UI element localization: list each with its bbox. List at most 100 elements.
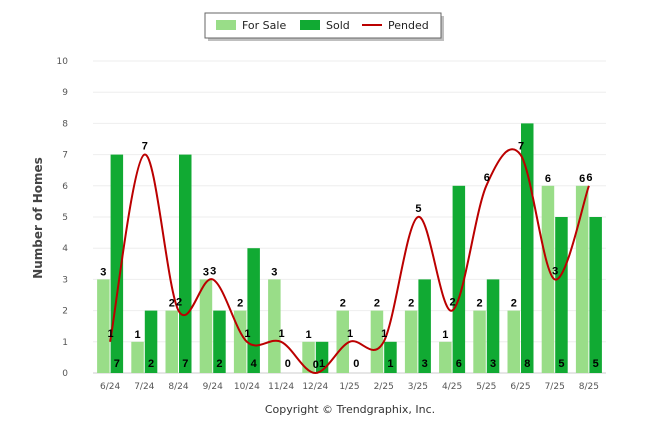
label-for-sale: 2 — [237, 298, 243, 310]
legend-box — [204, 12, 442, 39]
bar-for-sale — [268, 279, 281, 373]
label-sold: 8 — [524, 358, 530, 370]
label-for-sale: 2 — [408, 298, 414, 310]
x-tick-label: 8/25 — [579, 382, 599, 392]
bar-sold — [555, 217, 568, 373]
bar-for-sale — [233, 310, 247, 373]
bar-sold — [247, 248, 260, 373]
label-pended: 3 — [552, 265, 558, 277]
y-tick-label: 3 — [62, 275, 68, 285]
y-tick-label: 5 — [62, 213, 68, 223]
x-tick-label: 3/25 — [408, 382, 428, 392]
label-pended: 0 — [313, 359, 319, 371]
bar-for-sale — [165, 310, 178, 373]
x-tick-label: 7/24 — [134, 382, 154, 392]
label-for-sale: 3 — [203, 266, 209, 278]
label-pended: 7 — [142, 141, 148, 153]
bar-for-sale — [473, 310, 486, 373]
label-pended: 6 — [586, 172, 592, 184]
x-tick-label: 4/25 — [442, 382, 462, 392]
x-tick-label: 11/24 — [268, 382, 294, 392]
y-tick-label: 7 — [62, 151, 68, 161]
label-sold: 2 — [148, 358, 154, 370]
y-tick-label: 10 — [57, 57, 69, 67]
x-tick-label: 6/24 — [100, 382, 120, 392]
label-pended: 3 — [210, 265, 216, 277]
legend-swatch-sold — [300, 20, 320, 30]
label-for-sale: 2 — [374, 298, 380, 310]
bar-sold — [589, 217, 602, 373]
label-pended: 2 — [450, 297, 456, 309]
bar-for-sale — [97, 279, 110, 373]
bar-for-sale — [199, 279, 213, 373]
label-for-sale: 2 — [340, 298, 346, 310]
bar-for-sale — [541, 185, 555, 373]
label-for-sale: 1 — [134, 329, 140, 341]
label-sold: 0 — [285, 358, 291, 370]
bar-sold — [315, 341, 329, 373]
bar-for-sale — [302, 341, 315, 373]
label-sold: 6 — [456, 358, 462, 370]
legend: For Sale Sold Pended — [204, 12, 444, 41]
bar-sold — [418, 279, 431, 373]
label-sold: 5 — [558, 358, 564, 370]
label-pended: 1 — [347, 328, 353, 340]
x-tick-label: 7/25 — [545, 382, 565, 392]
y-tick-label: 9 — [62, 88, 68, 98]
bar-for-sale — [370, 310, 384, 373]
x-tick-label: 5/25 — [476, 382, 496, 392]
y-tick-label: 6 — [62, 182, 68, 192]
x-axis: 6/24 7/24 8/24 9/24 10/24 11/24 12/24 1/25 2/25 3… — [100, 382, 599, 392]
label-for-sale: 6 — [579, 173, 585, 185]
bar-for-sale — [507, 310, 520, 373]
x-tick-label: 1/25 — [339, 382, 359, 392]
legend-for-sale: For Sale — [242, 19, 286, 32]
bar-for-sale — [439, 341, 452, 373]
label-pended: 6 — [484, 172, 490, 184]
bar-sold — [384, 341, 397, 373]
label-sold: 5 — [593, 358, 599, 370]
label-sold: 1 — [319, 358, 325, 370]
bar-for-sale — [404, 310, 418, 373]
label-for-sale: 1 — [442, 329, 448, 341]
y-axis-label: Number of Homes — [31, 157, 45, 279]
legend-swatch-for-sale — [216, 20, 236, 30]
x-tick-label: 2/25 — [374, 382, 394, 392]
bar-for-sale — [575, 185, 589, 373]
label-sold: 2 — [216, 358, 222, 370]
bar-for-sale — [131, 341, 144, 373]
label-sold: 4 — [251, 358, 258, 370]
label-sold: 7 — [182, 358, 188, 370]
y-tick-label: 4 — [62, 244, 68, 254]
bar-sold — [179, 154, 192, 373]
y-axis: 0 1 2 3 4 5 6 7 8 9 10 — [57, 57, 69, 379]
copyright: Copyright © Trendgraphix, Inc. — [265, 403, 435, 416]
legend-sold: Sold — [326, 19, 350, 32]
label-pended: 1 — [279, 328, 285, 340]
label-sold: 3 — [490, 358, 496, 370]
label-pended: 5 — [415, 203, 421, 215]
y-tick-label: 0 — [62, 369, 68, 379]
y-tick-label: 1 — [62, 338, 68, 348]
x-tick-label: 6/25 — [510, 382, 530, 392]
label-sold: 7 — [114, 358, 120, 370]
x-tick-label: 8/24 — [168, 382, 188, 392]
label-for-sale: 2 — [476, 298, 482, 310]
pended-line — [109, 148, 590, 375]
x-tick-label: 12/24 — [302, 382, 328, 392]
pended-series-line — [109, 148, 590, 375]
bar-sold — [213, 310, 226, 373]
y-tick-label: 2 — [62, 307, 68, 317]
x-tick-label: 9/24 — [203, 382, 223, 392]
label-pended: 7 — [518, 141, 524, 153]
label-for-sale: 3 — [100, 266, 106, 278]
bar-sold — [144, 310, 158, 373]
x-tick-label: 10/24 — [234, 382, 260, 392]
label-pended: 1 — [244, 328, 250, 340]
label-sold: 1 — [387, 358, 393, 370]
bar-for-sale — [336, 310, 349, 373]
y-tick-label: 8 — [62, 119, 68, 129]
label-for-sale: 2 — [169, 298, 175, 310]
